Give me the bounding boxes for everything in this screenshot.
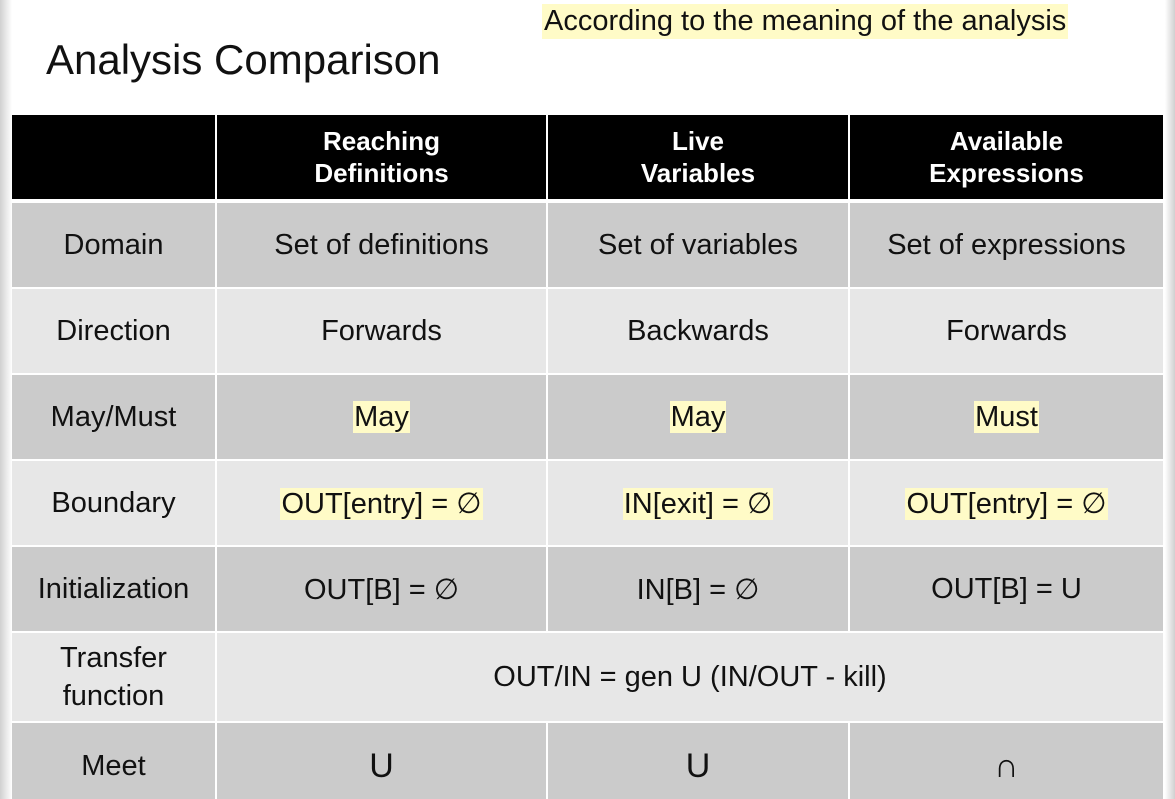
header-text: Definitions xyxy=(314,158,449,188)
cell-rd: Set of definitions xyxy=(215,199,547,288)
header-text: Reaching xyxy=(322,126,441,156)
right-edge-shadow xyxy=(1165,0,1175,799)
page-title: Analysis Comparison xyxy=(46,36,441,83)
cell-ae: Must xyxy=(848,373,1163,460)
row-label-text: function xyxy=(62,680,165,712)
row-label: Meet xyxy=(12,721,216,799)
highlighted-value: May xyxy=(353,400,410,433)
cell-lv: Set of variables xyxy=(546,199,849,288)
cell-lv: Backwards xyxy=(546,287,849,374)
header-row: Reaching Definitions Live Variables Avai… xyxy=(12,115,1163,201)
header-text: Available xyxy=(949,126,1064,156)
row-label-text: Transfer xyxy=(60,642,167,674)
highlighted-value: OUT[entry] = ∅ xyxy=(280,487,483,520)
cell-rd: May xyxy=(215,373,547,460)
header-text: Live xyxy=(671,126,725,156)
header-reaching-definitions: Reaching Definitions xyxy=(215,115,547,201)
row-label: Initialization xyxy=(12,545,216,632)
header-text: Expressions xyxy=(929,158,1084,188)
highlighted-value: May xyxy=(669,400,727,433)
highlighted-value: OUT[entry] = ∅ xyxy=(905,487,1108,520)
cell-lv: U xyxy=(546,721,849,799)
left-edge-shadow xyxy=(0,0,12,799)
cell-lv: IN[exit] = ∅ xyxy=(546,459,849,546)
highlighted-value: IN[exit] = ∅ xyxy=(622,487,774,520)
header-empty xyxy=(12,115,216,201)
cell-ae: Set of expressions xyxy=(848,199,1163,288)
comparison-table: Reaching Definitions Live Variables Avai… xyxy=(12,115,1163,799)
row-direction: Direction Forwards Backwards Forwards xyxy=(12,287,1163,374)
row-boundary: Boundary OUT[entry] = ∅ IN[exit] = ∅ OUT… xyxy=(12,459,1163,546)
header-available-expressions: Available Expressions xyxy=(848,115,1163,201)
cell-ae: ∩ xyxy=(848,721,1163,799)
highlighted-note: According to the meaning of the analysis xyxy=(542,4,1069,39)
row-label: Boundary xyxy=(12,459,216,546)
row-label: Domain xyxy=(12,199,216,288)
cell-lv: May xyxy=(546,373,849,460)
row-label: Transfer function xyxy=(12,631,216,722)
cell-rd: U xyxy=(215,721,547,799)
row-may-must: May/Must May May Must xyxy=(12,373,1163,460)
row-meet: Meet U U ∩ xyxy=(12,721,1163,799)
cell-ae: OUT[entry] = ∅ xyxy=(848,459,1163,546)
cell-rd: Forwards xyxy=(215,287,547,374)
cell-rd: OUT[B] = ∅ xyxy=(215,545,547,632)
row-label: May/Must xyxy=(12,373,216,460)
row-label: Direction xyxy=(12,287,216,374)
row-domain: Domain Set of definitions Set of variabl… xyxy=(12,199,1163,288)
row-initialization: Initialization OUT[B] = ∅ IN[B] = ∅ OUT[… xyxy=(12,545,1163,632)
cell-transfer-value: OUT/IN = gen U (IN/OUT - kill) xyxy=(215,631,1163,722)
row-transfer-function: Transfer function OUT/IN = gen U (IN/OUT… xyxy=(12,631,1163,722)
highlighted-value: Must xyxy=(974,400,1039,433)
header-live-variables: Live Variables xyxy=(546,115,849,201)
cell-rd: OUT[entry] = ∅ xyxy=(215,459,547,546)
cell-ae: Forwards xyxy=(848,287,1163,374)
header-text: Variables xyxy=(640,158,756,188)
cell-lv: IN[B] = ∅ xyxy=(546,545,849,632)
cell-ae: OUT[B] = U xyxy=(848,545,1163,632)
